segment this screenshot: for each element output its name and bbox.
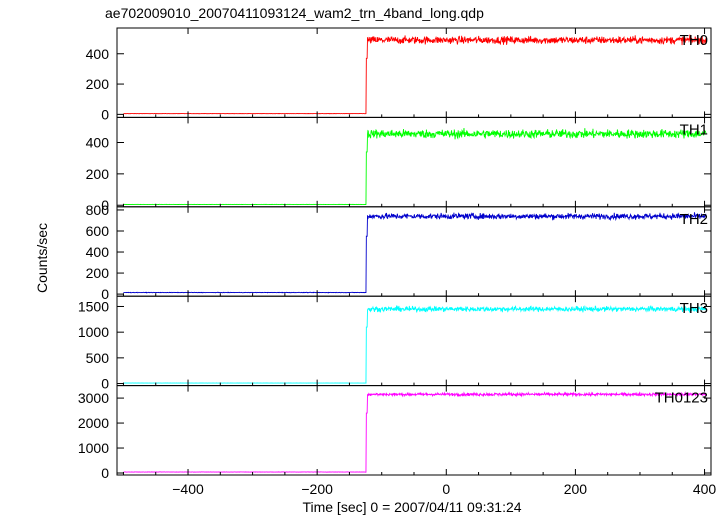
series-line-th0 [123,34,707,115]
y-tick-label: 500 [86,350,110,366]
y-tick-label: 1500 [78,298,109,314]
y-axis-label: Counts/sec [34,223,50,293]
y-tick-label: 2000 [78,415,109,431]
x-tick-label: 200 [564,481,588,497]
y-tick-label: 0 [101,197,109,213]
y-tick-label: 0 [101,465,109,481]
panel-th1: 0 200 400 TH1 [86,116,712,213]
x-tick-label: −200 [301,481,333,497]
series-line-th1 [123,127,707,206]
panel-frame [116,385,712,476]
y-tick-label: 600 [86,223,110,239]
series-line-th0123 [123,391,707,473]
y-tick-label: 0 [101,286,109,302]
y-tick-label: 400 [86,134,110,150]
x-tick-label: 400 [693,481,717,497]
y-tick-label: 200 [86,166,110,182]
panels-group: 0 200 400 TH0 0 200 400 TH1 0 200 400 600 800 TH2 0 500… [78,27,712,481]
panel-th2: 0 200 400 600 800 TH2 [86,202,712,302]
x-axis-label: Time [sec] 0 = 2007/04/11 09:31:24 [302,499,521,515]
panel-th3: 0 500 1000 1500 TH3 [78,295,712,392]
panel-frame [116,116,712,208]
chart-title: ae702009010_20070411093124_wam2_trn_4ban… [105,5,484,21]
y-tick-label: 1000 [78,324,109,340]
series-line-th3 [123,305,707,384]
x-axis-ticks: −400 −200 0 200 400 [172,481,716,497]
panel-th0123: 0 1000 2000 3000 TH0123 [78,385,712,481]
series-name-th2: TH2 [680,211,708,228]
y-tick-label: 0 [101,106,109,122]
series-name-th0: TH0 [680,32,708,49]
y-tick-label: 3000 [78,390,109,406]
y-tick-label: 200 [86,76,110,92]
series-name-th1: TH1 [680,121,708,138]
panel-frame [116,206,712,297]
x-tick-label: −400 [172,481,204,497]
y-tick-label: 1000 [78,440,109,456]
x-tick-label: 0 [442,481,450,497]
y-tick-label: 0 [101,376,109,392]
y-tick-label: 800 [86,202,110,218]
series-name-th3: TH3 [680,300,708,317]
y-tick-label: 200 [86,265,110,281]
y-tick-label: 400 [86,46,110,62]
y-tick-label: 400 [86,244,110,260]
panel-th0: 0 200 400 TH0 [86,27,712,122]
series-name-th0123: TH0123 [655,390,708,407]
series-line-th2 [123,212,707,294]
